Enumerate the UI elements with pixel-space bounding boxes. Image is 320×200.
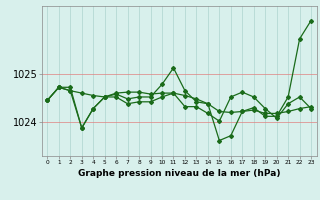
X-axis label: Graphe pression niveau de la mer (hPa): Graphe pression niveau de la mer (hPa)	[78, 169, 280, 178]
